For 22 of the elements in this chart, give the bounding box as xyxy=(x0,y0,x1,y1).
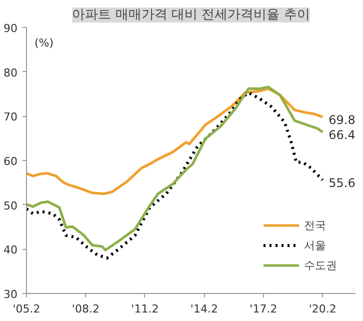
y-axis-title: (%) xyxy=(34,36,54,50)
x-tick-label: '14.2 xyxy=(190,302,218,316)
x-tick-label: '20.2 xyxy=(308,302,336,316)
legend-label: 전국 xyxy=(304,218,326,232)
y-tick-label: 40 xyxy=(4,244,18,257)
y-tick-label: 30 xyxy=(4,288,18,301)
x-tick-label: '05.2 xyxy=(12,302,40,316)
y-tick-label: 80 xyxy=(4,66,18,80)
chart-title: 아파트 매매가격 대비 전세가격비율 추이 xyxy=(72,8,310,22)
legend-label: 서울 xyxy=(304,238,326,252)
data-label: 69.8 xyxy=(328,113,356,128)
data-label: 55.6 xyxy=(328,176,356,190)
data-label: 66.4 xyxy=(328,128,356,142)
legend-label: 수도권 xyxy=(304,258,337,272)
line-series xyxy=(26,87,324,196)
y-tick-label: 70 xyxy=(4,110,18,124)
y-tick-label: 90 xyxy=(4,22,18,35)
y-tick-label: 50 xyxy=(4,199,18,212)
x-tick-label: '11.2 xyxy=(131,302,159,316)
x-tick-label: '08.2 xyxy=(72,302,100,316)
x-tick-label: '17.2 xyxy=(250,302,278,316)
y-tick-label: 60 xyxy=(4,155,18,168)
